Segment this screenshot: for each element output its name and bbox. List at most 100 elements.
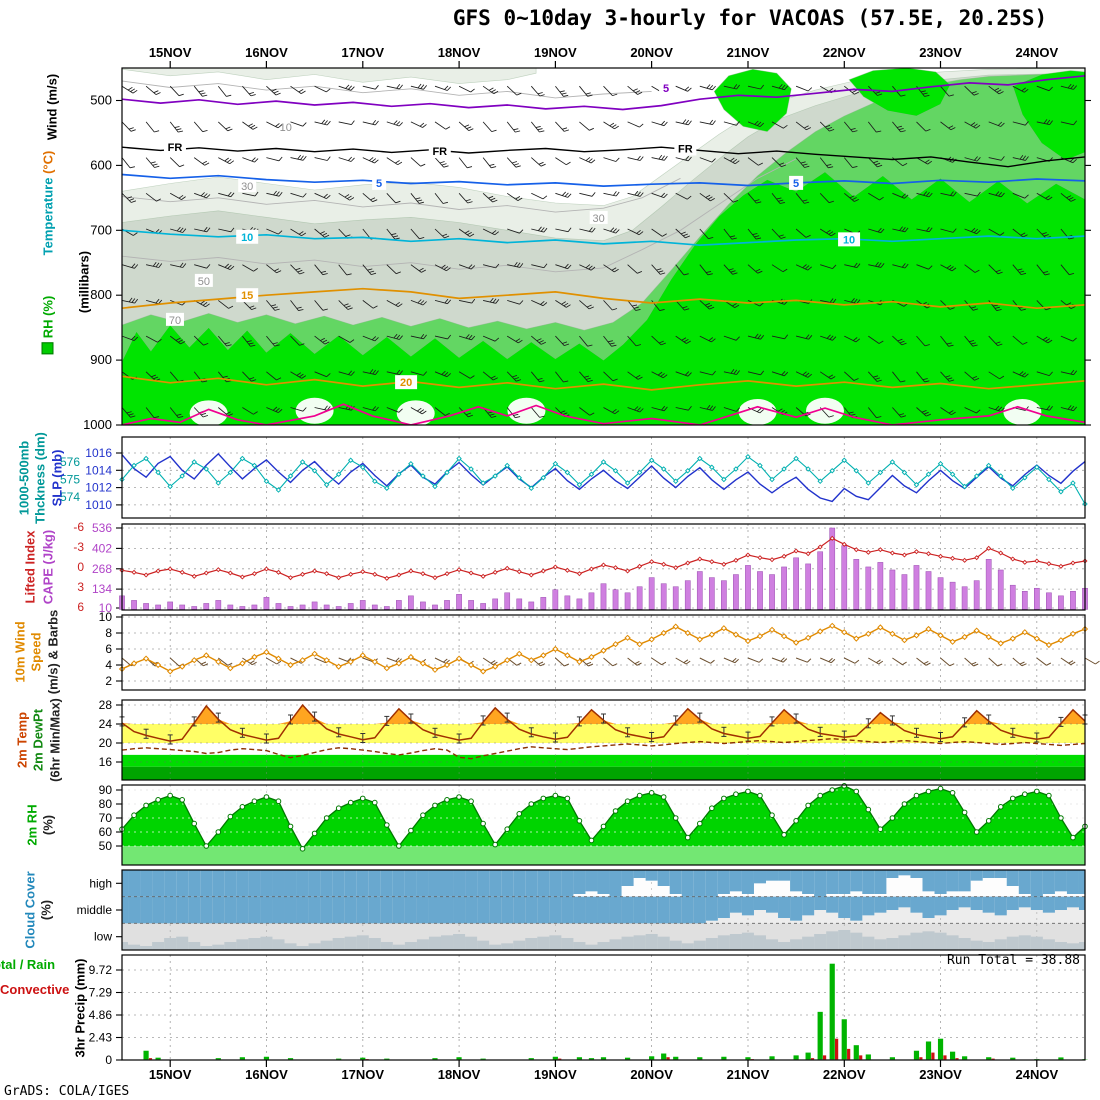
page-title: GFS 0~10day 3-hourly for VACOAS (57.5E, … xyxy=(452,6,1048,30)
temperature-unit: (°C) xyxy=(40,150,56,174)
svg-text:10: 10 xyxy=(99,610,113,624)
svg-text:20NOV: 20NOV xyxy=(630,1067,673,1082)
run-total-text: Run Total = 38.88 xyxy=(946,953,1080,968)
svg-text:19NOV: 19NOV xyxy=(534,1067,577,1082)
lifted-index-axis-label: Lifted Index xyxy=(22,530,38,604)
svg-text:2: 2 xyxy=(105,674,112,688)
rh2m-label: 2m RH xyxy=(24,804,40,846)
svg-text:1016: 1016 xyxy=(85,446,112,460)
svg-text:-3: -3 xyxy=(73,540,84,554)
svg-text:middle: middle xyxy=(77,903,113,917)
svg-text:4: 4 xyxy=(105,658,112,672)
svg-text:21NOV: 21NOV xyxy=(727,45,770,60)
svg-text:50: 50 xyxy=(99,839,113,853)
wind10m-label-line1: 10m Wind xyxy=(12,621,28,683)
svg-text:900: 900 xyxy=(90,352,112,367)
svg-text:FR: FR xyxy=(168,142,183,154)
grads-signature: GrADS: COLA/IGES xyxy=(4,1084,130,1099)
svg-text:600: 600 xyxy=(90,157,112,172)
wind10m-label-line3: (m/s) & Barbs xyxy=(45,609,61,695)
rh-swatch-icon xyxy=(41,342,54,355)
svg-text:8: 8 xyxy=(105,626,112,640)
svg-text:23NOV: 23NOV xyxy=(919,45,962,60)
rh-legend-label: RH (%) xyxy=(41,296,56,355)
svg-text:6: 6 xyxy=(77,600,84,614)
svg-text:70: 70 xyxy=(169,315,181,327)
thickness-axis-label-line2: Thckness (dm) xyxy=(32,432,48,524)
svg-text:24: 24 xyxy=(99,717,113,731)
svg-text:30: 30 xyxy=(593,213,605,225)
svg-text:268: 268 xyxy=(92,562,112,576)
svg-text:20: 20 xyxy=(99,736,113,750)
rh-word: RH (%) xyxy=(40,295,56,339)
svg-text:0: 0 xyxy=(77,560,84,574)
svg-text:1012: 1012 xyxy=(85,481,112,495)
svg-text:16: 16 xyxy=(99,755,113,769)
svg-text:700: 700 xyxy=(90,222,112,237)
millibars-axis-label: (millibars) xyxy=(76,250,92,314)
svg-text:574: 574 xyxy=(60,490,80,504)
svg-text:15NOV: 15NOV xyxy=(149,45,192,60)
svg-text:18NOV: 18NOV xyxy=(438,45,481,60)
svg-text:10: 10 xyxy=(280,122,292,134)
cloud-cover-label: Cloud Cover xyxy=(22,871,38,949)
svg-text:402: 402 xyxy=(92,541,112,555)
svg-text:28: 28 xyxy=(99,698,113,712)
cloud-cover-unit-label: (%) xyxy=(38,899,54,921)
svg-text:10: 10 xyxy=(843,234,855,246)
svg-text:1014: 1014 xyxy=(85,463,112,477)
svg-text:20: 20 xyxy=(400,377,412,389)
svg-text:24NOV: 24NOV xyxy=(1016,45,1059,60)
svg-text:1000: 1000 xyxy=(83,417,112,432)
minmax-label: (6hr Min/Max) xyxy=(47,698,63,782)
svg-text:24NOV: 24NOV xyxy=(1016,1067,1059,1082)
svg-text:30: 30 xyxy=(241,181,253,193)
precip-axis-label: 3hr Precip (mm) xyxy=(72,958,88,1058)
cape-axis-label: CAPE (J/kg) xyxy=(40,529,56,605)
svg-text:0: 0 xyxy=(105,1053,112,1067)
svg-text:2.43: 2.43 xyxy=(89,1031,113,1045)
svg-text:5: 5 xyxy=(663,83,669,95)
svg-text:21NOV: 21NOV xyxy=(727,1067,770,1082)
svg-text:134: 134 xyxy=(92,582,112,596)
svg-text:5: 5 xyxy=(376,178,382,190)
svg-text:-6: -6 xyxy=(73,520,84,534)
svg-text:22NOV: 22NOV xyxy=(823,1067,866,1082)
svg-text:FR: FR xyxy=(432,146,447,158)
svg-text:23NOV: 23NOV xyxy=(919,1067,962,1082)
svg-text:4.86: 4.86 xyxy=(89,1008,113,1022)
svg-text:15NOV: 15NOV xyxy=(149,1067,192,1082)
temperature-axis-label: Temperature (°C) xyxy=(41,151,56,256)
wind10m-label-line2: Speed xyxy=(28,632,44,672)
slp-axis-label: SLP (mb) xyxy=(49,449,65,507)
rh2m-unit-label: (%) xyxy=(40,814,56,836)
svg-text:90: 90 xyxy=(99,783,113,797)
svg-text:6: 6 xyxy=(105,642,112,656)
svg-text:19NOV: 19NOV xyxy=(534,45,577,60)
svg-text:20NOV: 20NOV xyxy=(630,45,673,60)
svg-text:5: 5 xyxy=(793,178,799,190)
svg-text:70: 70 xyxy=(99,811,113,825)
svg-text:536: 536 xyxy=(92,521,112,535)
dewpt2m-label: 2m DewPt xyxy=(30,708,46,772)
svg-text:80: 80 xyxy=(99,797,113,811)
convective-legend: Convective xyxy=(0,982,70,997)
svg-text:22NOV: 22NOV xyxy=(823,45,866,60)
svg-text:800: 800 xyxy=(90,287,112,302)
svg-text:50: 50 xyxy=(198,276,210,288)
svg-text:7.29: 7.29 xyxy=(89,986,113,1000)
svg-text:10: 10 xyxy=(241,232,253,244)
svg-text:500: 500 xyxy=(90,92,112,107)
svg-text:high: high xyxy=(89,876,112,890)
svg-text:9.72: 9.72 xyxy=(89,963,113,977)
svg-text:16NOV: 16NOV xyxy=(245,1067,288,1082)
temperature-word: Temperature xyxy=(40,173,56,256)
svg-text:575: 575 xyxy=(60,473,80,487)
svg-text:15: 15 xyxy=(241,290,253,302)
svg-text:576: 576 xyxy=(60,455,80,469)
total-rain-legend: Total / Rain xyxy=(0,957,56,972)
svg-text:FR: FR xyxy=(678,143,693,155)
temp2m-label: 2m Temp xyxy=(14,711,30,769)
